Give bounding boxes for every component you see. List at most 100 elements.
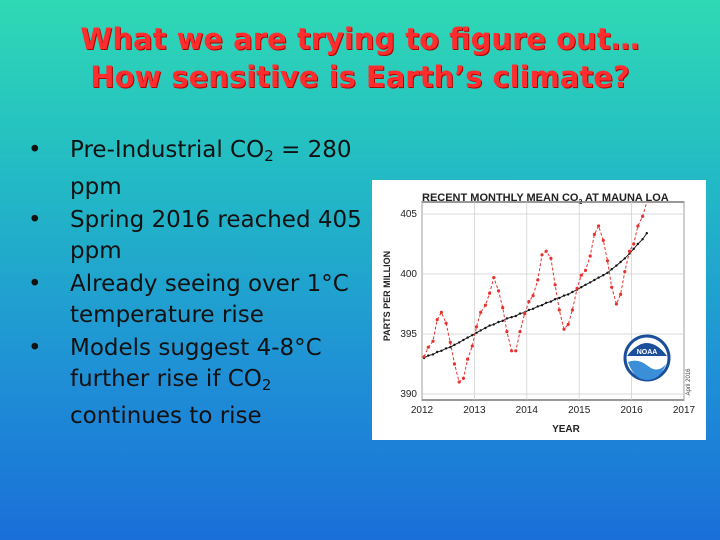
- trend-point: [505, 317, 509, 320]
- x-axis-label: YEAR: [552, 424, 581, 435]
- monthly-point: [470, 344, 474, 348]
- noaa-logo: NOAA: [623, 334, 671, 382]
- co2-chart: RECENT MONTHLY MEAN CO2 AT MAUNA LOA YEA…: [372, 180, 706, 440]
- monthly-point: [588, 254, 592, 258]
- trend-point: [510, 316, 513, 319]
- monthly-point: [444, 321, 448, 325]
- monthly-point: [623, 270, 627, 274]
- trend-point: [440, 349, 443, 352]
- trend-point: [536, 305, 539, 308]
- title-line-1: What we are trying to figure out…: [80, 22, 640, 56]
- trend-point: [597, 276, 600, 279]
- monthly-point: [610, 285, 614, 289]
- monthly-point: [461, 376, 465, 380]
- monthly-point: [531, 294, 535, 298]
- monthly-point: [426, 345, 430, 349]
- monthly-point: [641, 214, 645, 218]
- trend-point: [466, 336, 469, 339]
- trend-point: [540, 304, 544, 307]
- y-tick-label: 390: [400, 389, 417, 400]
- y-axis-label: PARTS PER MILLION: [382, 251, 392, 341]
- trend-point: [606, 271, 609, 274]
- monthly-point: [422, 355, 426, 359]
- trend-point: [514, 314, 517, 318]
- monthly-point: [514, 349, 518, 353]
- monthly-point: [510, 349, 514, 353]
- x-tick-label: 2012: [411, 405, 434, 416]
- trend-point: [553, 298, 557, 301]
- monthly-point: [632, 242, 636, 246]
- trend-point: [531, 307, 535, 310]
- monthly-point: [479, 310, 483, 314]
- monthly-point: [496, 289, 501, 293]
- trend-line: [423, 232, 648, 359]
- trend-point: [453, 343, 456, 346]
- monthly-point: [553, 283, 557, 287]
- monthly-point: [575, 286, 579, 290]
- monthly-point: [601, 238, 605, 242]
- trend-point: [427, 354, 430, 357]
- monthly-point: [505, 330, 509, 334]
- monthly-point: [435, 318, 439, 322]
- monthly-point: [527, 300, 531, 304]
- monthly-point: [439, 310, 443, 314]
- chart-svg: RECENT MONTHLY MEAN CO2 AT MAUNA LOA YEA…: [382, 192, 696, 435]
- x-tick-label: 2013: [463, 405, 486, 416]
- trend-point: [610, 268, 613, 271]
- trend-point: [571, 290, 574, 294]
- monthly-point: [518, 330, 522, 334]
- monthly-point: [544, 249, 548, 253]
- trend-point: [619, 260, 622, 264]
- monthly-point: [540, 253, 544, 257]
- monthly-point: [457, 380, 461, 384]
- trend-point: [567, 293, 570, 296]
- trend-point: [518, 312, 522, 315]
- monthly-point: [570, 308, 574, 312]
- monthly-point: [566, 322, 570, 326]
- monthly-series: [422, 201, 648, 384]
- monthly-point: [452, 362, 457, 366]
- trend-point: [479, 329, 482, 332]
- monthly-point: [597, 224, 601, 228]
- trend-point: [527, 308, 531, 312]
- x-tick-label: 2016: [620, 405, 643, 416]
- monthly-point: [492, 276, 496, 280]
- monthly-point: [627, 249, 632, 253]
- trend-point: [562, 294, 566, 297]
- monthly-point: [483, 303, 487, 307]
- trend-point: [501, 319, 504, 322]
- chart-title: RECENT MONTHLY MEAN CO2 AT MAUNA LOA: [422, 192, 669, 206]
- monthly-point: [448, 340, 452, 344]
- y-tick-label: 405: [400, 209, 417, 220]
- date-label: April 2016: [686, 368, 692, 396]
- trend-point: [545, 301, 548, 304]
- trend-point: [580, 286, 583, 289]
- trend-point: [645, 232, 648, 235]
- monthly-point: [619, 292, 623, 296]
- monthly-point: [549, 256, 553, 260]
- monthly-line: [423, 201, 648, 383]
- tick-labels: 2012 2013 2014 2015 2016 2017 390 395 400 405: [400, 209, 695, 416]
- monthly-point: [557, 308, 561, 312]
- trend-point: [636, 242, 640, 246]
- bullet-list: Pre-Industrial CO2 = 280 ppm Spring 2016…: [28, 135, 388, 434]
- trend-point: [589, 281, 592, 284]
- monthly-point: [614, 302, 618, 306]
- trend-series: [422, 232, 648, 360]
- trend-point: [549, 300, 553, 303]
- trend-point: [471, 334, 474, 337]
- x-tick-label: 2015: [568, 405, 591, 416]
- trend-point: [593, 278, 596, 282]
- trend-point: [623, 257, 626, 260]
- trend-point: [641, 238, 644, 241]
- monthly-point: [488, 291, 492, 295]
- svg-text:NOAA: NOAA: [637, 349, 658, 356]
- trend-point: [492, 323, 495, 326]
- monthly-point: [466, 357, 470, 361]
- x-tick-label: 2017: [673, 405, 696, 416]
- monthly-point: [474, 325, 479, 329]
- trend-point: [484, 326, 487, 330]
- trend-point: [462, 338, 465, 342]
- trend-point: [475, 331, 478, 334]
- bullet-item: Spring 2016 reached 405 ppm: [28, 205, 388, 267]
